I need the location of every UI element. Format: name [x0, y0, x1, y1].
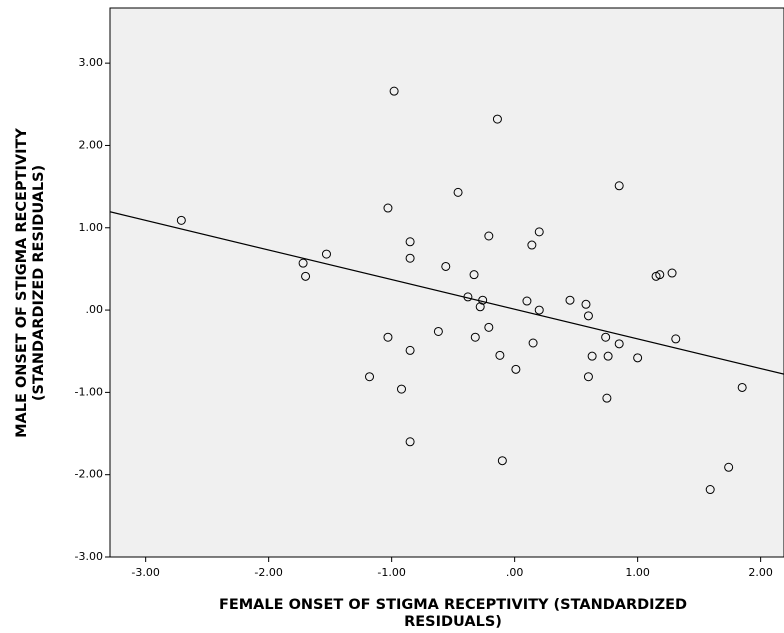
point — [583, 311, 593, 321]
point — [365, 372, 375, 382]
y-tick-label: -2.00 — [75, 468, 103, 481]
x-tick-label: 2.00 — [748, 566, 773, 579]
point — [511, 364, 521, 374]
y-tick-label: -3.00 — [75, 550, 103, 563]
point — [383, 203, 393, 213]
x-axis-title: FEMALE ONSET OF STIGMA RECEPTIVITY (STAN… — [219, 597, 687, 613]
point — [565, 295, 575, 305]
point — [405, 237, 415, 247]
point — [383, 332, 393, 342]
regression-line — [109, 211, 784, 375]
point — [614, 339, 624, 349]
y-tick-label: 2.00 — [79, 138, 104, 151]
point — [321, 249, 331, 259]
point — [463, 292, 473, 302]
point — [581, 299, 591, 309]
point — [527, 240, 537, 250]
point — [587, 351, 597, 361]
point — [405, 345, 415, 355]
point — [534, 305, 544, 315]
y-tick-label: -1.00 — [75, 385, 103, 398]
x-tick-label: -2.00 — [254, 566, 282, 579]
plot-area — [109, 7, 784, 558]
y-tick-label: 3.00 — [79, 56, 104, 69]
x-tick-label: 1.00 — [625, 566, 650, 579]
point — [671, 334, 681, 344]
point — [484, 231, 494, 241]
point — [534, 227, 544, 237]
y-axis-title: MALE ONSET OF STIGMA RECEPTIVITY — [14, 128, 30, 438]
point — [433, 326, 443, 336]
point — [601, 332, 611, 342]
point — [405, 253, 415, 263]
x-axis-title: RESIDUALS) — [404, 614, 502, 630]
point — [453, 187, 463, 197]
point — [396, 384, 406, 394]
y-axis-title: (STANDARDIZED RESIDUALS) — [31, 165, 47, 401]
point — [389, 86, 399, 96]
point — [724, 462, 734, 472]
point — [655, 270, 665, 280]
point — [441, 261, 451, 271]
point — [492, 114, 502, 124]
x-tick-label: -1.00 — [377, 566, 405, 579]
point — [495, 350, 505, 360]
x-tick-label: .00 — [506, 566, 524, 579]
point — [602, 393, 612, 403]
point — [497, 456, 507, 466]
y-tick-label: .00 — [86, 303, 104, 316]
point — [301, 271, 311, 281]
point — [583, 372, 593, 382]
point — [484, 322, 494, 332]
point — [298, 258, 308, 268]
point — [478, 295, 488, 305]
point — [469, 270, 479, 280]
point — [603, 351, 613, 361]
point — [614, 181, 624, 191]
x-tick-label: -3.00 — [131, 566, 159, 579]
point — [475, 302, 485, 312]
point — [705, 485, 715, 495]
point — [667, 268, 677, 278]
point — [528, 338, 538, 348]
point — [737, 382, 747, 392]
point — [405, 437, 415, 447]
y-tick-label: 1.00 — [79, 221, 104, 234]
point — [522, 296, 532, 306]
point — [176, 215, 186, 225]
point — [470, 332, 480, 342]
point — [633, 353, 643, 363]
